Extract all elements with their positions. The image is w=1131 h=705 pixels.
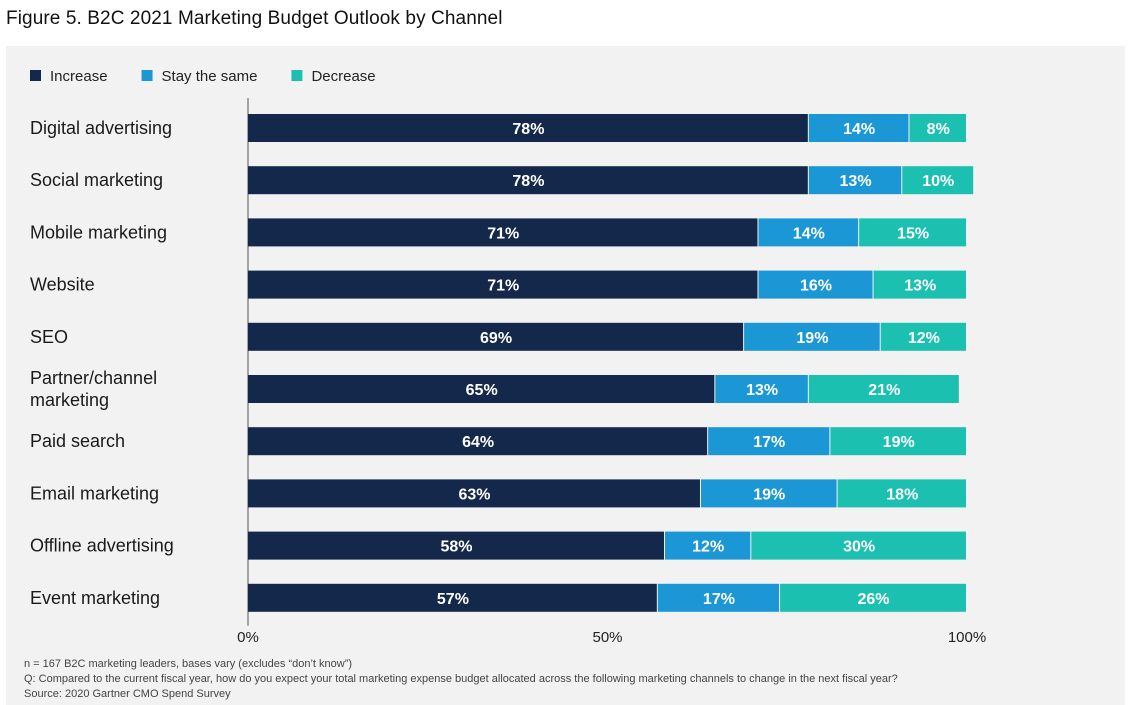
bar-increase-paid-search xyxy=(248,427,708,456)
data-label-stay-the-same-paid-search: 17% xyxy=(753,434,785,451)
data-label-stay-the-same-digital-advertising: 14% xyxy=(843,121,875,138)
category-label-seo: SEO xyxy=(30,327,68,347)
bar-decrease-email-marketing xyxy=(837,479,966,508)
bar-decrease-website xyxy=(873,270,966,299)
data-label-stay-the-same-website: 16% xyxy=(800,278,832,295)
data-label-increase-partner-channel-marketing: 65% xyxy=(466,382,498,399)
data-label-stay-the-same-offline-advertising: 12% xyxy=(692,539,724,556)
data-label-decrease-social-marketing: 10% xyxy=(922,173,954,190)
legend-swatch-decrease xyxy=(291,70,303,81)
category-label-partner-channel-marketing: Partner/channel marketing xyxy=(30,368,157,410)
legend-label-increase: Increase xyxy=(50,68,108,85)
category-label-digital-advertising: Digital advertising xyxy=(30,118,172,138)
bar-increase-partner-channel-marketing xyxy=(248,375,715,403)
bar-decrease-event-marketing xyxy=(780,583,966,612)
bar-stay-the-same-partner-channel-marketing xyxy=(715,375,808,403)
bar-stay-the-same-email-marketing xyxy=(700,479,837,508)
bar-stay-the-same-mobile-marketing xyxy=(758,218,859,247)
category-label-mobile-marketing: Mobile marketing xyxy=(30,222,167,242)
bar-decrease-seo xyxy=(880,322,966,351)
data-label-decrease-email-marketing: 18% xyxy=(886,486,918,503)
legend-swatch-increase xyxy=(30,70,41,81)
data-label-decrease-seo: 12% xyxy=(908,330,940,347)
bar-increase-website xyxy=(248,270,758,299)
data-label-stay-the-same-mobile-marketing: 14% xyxy=(793,225,825,242)
bar-stay-the-same-social-marketing xyxy=(808,166,902,195)
data-label-increase-email-marketing: 63% xyxy=(458,486,490,503)
category-label-offline-advertising: Offline advertising xyxy=(30,536,174,556)
data-label-stay-the-same-partner-channel-marketing: 13% xyxy=(746,382,778,399)
category-label-event-marketing: Event marketing xyxy=(30,588,160,608)
x-tick-label-50: 50% xyxy=(592,629,622,646)
chart-notes: n = 167 B2C marketing leaders, bases var… xyxy=(24,657,898,702)
x-tick-label-0: 0% xyxy=(237,629,259,646)
bar-stay-the-same-website xyxy=(758,270,873,299)
category-label-paid-search: Paid search xyxy=(30,431,125,451)
bar-increase-event-marketing xyxy=(248,583,657,612)
data-label-decrease-offline-advertising: 30% xyxy=(843,539,875,556)
data-label-stay-the-same-social-marketing: 13% xyxy=(840,173,872,190)
bar-decrease-social-marketing xyxy=(902,166,974,195)
data-label-increase-paid-search: 64% xyxy=(462,434,494,451)
chart-title: Figure 5. B2C 2021 Marketing Budget Outl… xyxy=(6,8,503,29)
data-label-decrease-digital-advertising: 8% xyxy=(927,121,950,138)
bar-decrease-digital-advertising xyxy=(909,114,966,142)
bar-stay-the-same-paid-search xyxy=(708,427,830,456)
data-label-increase-seo: 69% xyxy=(480,330,512,347)
data-label-increase-mobile-marketing: 71% xyxy=(487,225,519,242)
source-note: Source: 2020 Gartner CMO Spend Survey xyxy=(24,688,231,700)
data-label-decrease-partner-channel-marketing: 21% xyxy=(868,382,900,399)
bar-stay-the-same-event-marketing xyxy=(657,583,780,612)
bar-decrease-paid-search xyxy=(830,427,966,456)
sample-note: n = 167 B2C marketing leaders, bases var… xyxy=(24,658,353,670)
legend-label-stay-the-same: Stay the same xyxy=(162,68,258,85)
category-label-email-marketing: Email marketing xyxy=(30,483,159,503)
data-label-increase-offline-advertising: 58% xyxy=(440,539,472,556)
data-label-stay-the-same-event-marketing: 17% xyxy=(703,591,735,608)
category-label-website: Website xyxy=(30,275,95,295)
x-tick-label-100: 100% xyxy=(948,629,986,646)
bar-increase-digital-advertising xyxy=(248,114,808,142)
data-label-increase-event-marketing: 57% xyxy=(437,591,469,608)
bar-decrease-offline-advertising xyxy=(751,531,966,560)
bar-increase-mobile-marketing xyxy=(248,218,758,247)
data-label-increase-digital-advertising: 78% xyxy=(512,121,544,138)
category-label-social-marketing: Social marketing xyxy=(30,170,163,190)
bar-increase-social-marketing xyxy=(248,166,808,195)
bar-increase-seo xyxy=(248,322,744,351)
bar-decrease-partner-channel-marketing xyxy=(808,375,959,403)
data-label-decrease-paid-search: 19% xyxy=(883,434,915,451)
legend-swatch-stay-the-same xyxy=(141,70,153,81)
data-label-decrease-mobile-marketing: 15% xyxy=(897,225,929,242)
data-label-decrease-event-marketing: 26% xyxy=(858,591,890,608)
bar-increase-offline-advertising xyxy=(248,531,665,560)
data-label-stay-the-same-email-marketing: 19% xyxy=(753,486,785,503)
bar-stay-the-same-offline-advertising xyxy=(665,531,751,560)
question-note: Q: Compared to the current fiscal year, … xyxy=(24,673,898,685)
legend-label-decrease: Decrease xyxy=(311,68,375,85)
data-label-decrease-website: 13% xyxy=(904,278,936,295)
data-label-stay-the-same-seo: 19% xyxy=(796,330,828,347)
bar-increase-email-marketing xyxy=(248,479,700,508)
bar-stay-the-same-digital-advertising xyxy=(808,114,909,142)
data-label-increase-website: 71% xyxy=(487,278,519,295)
data-label-increase-social-marketing: 78% xyxy=(512,173,544,190)
bar-decrease-mobile-marketing xyxy=(859,218,966,247)
bar-stay-the-same-seo xyxy=(744,322,880,351)
